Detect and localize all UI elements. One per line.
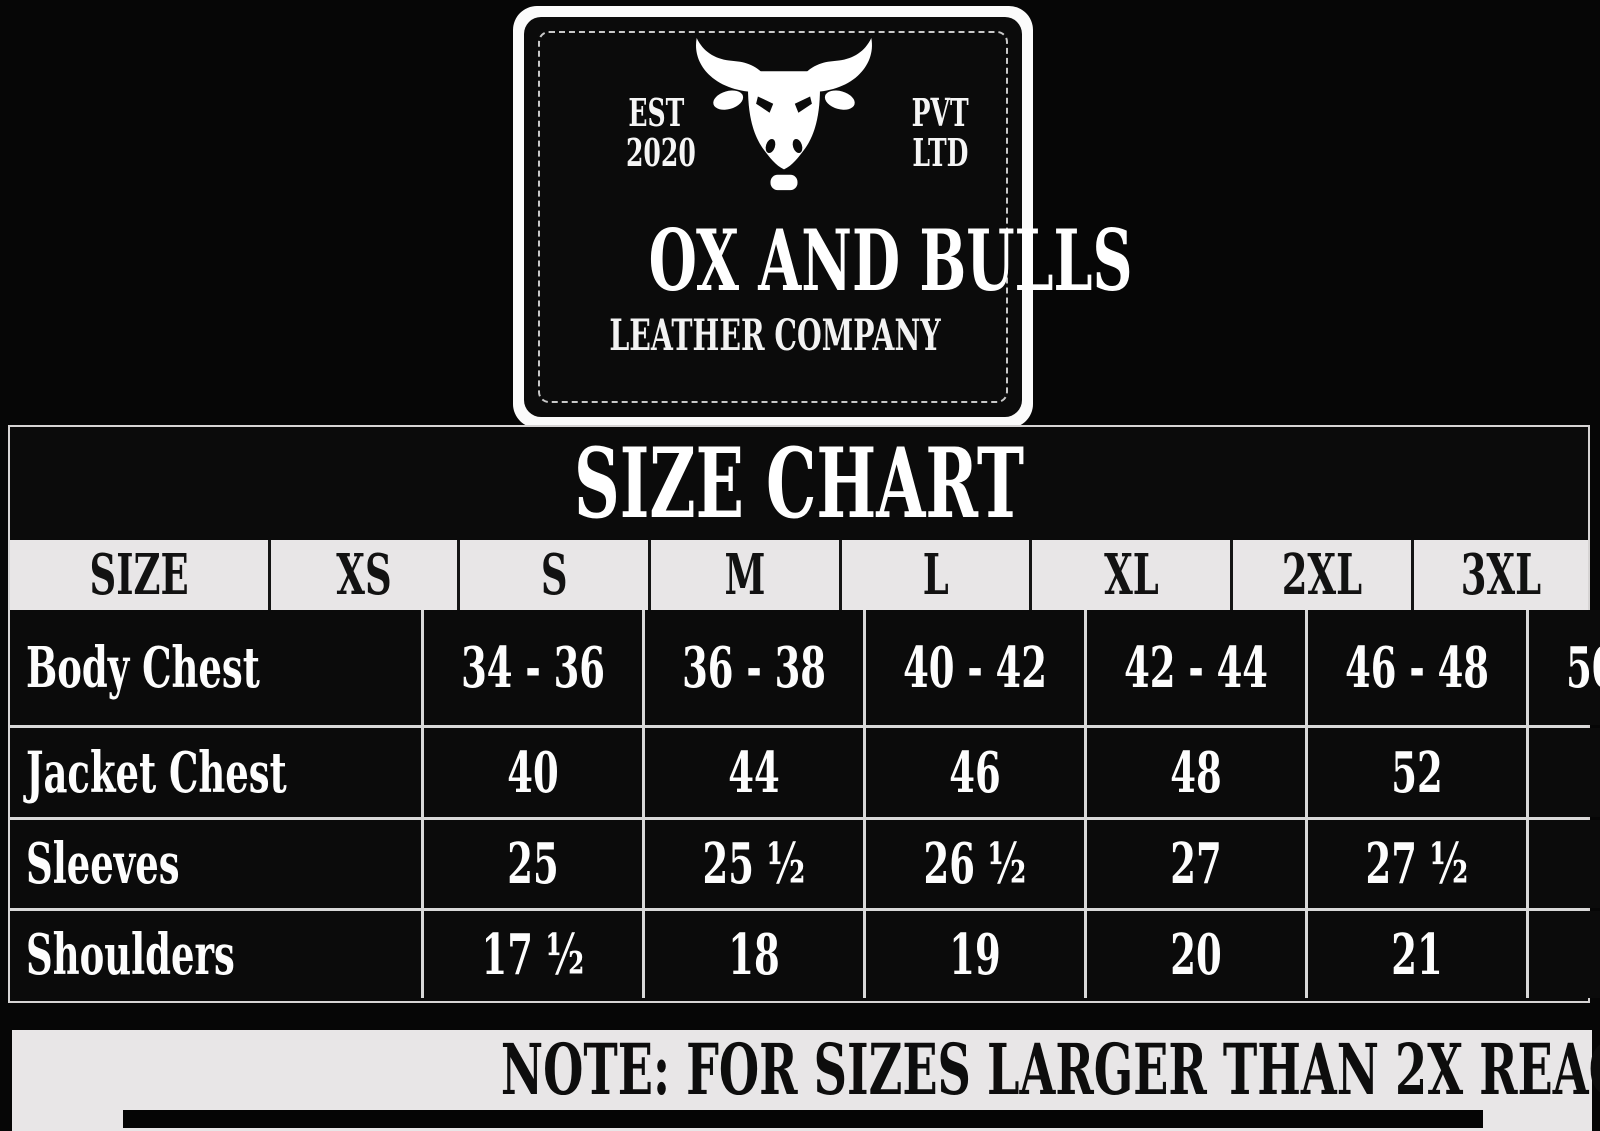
row-label-body-chest: Body Chest — [10, 610, 421, 725]
header-cell-l: L — [841, 540, 1030, 610]
body-chest-2xl: 50 - 52 — [1529, 610, 1600, 725]
bull-head-icon — [696, 38, 872, 191]
brand-name: OX AND BULLS — [648, 211, 1133, 310]
jacket-chest-xs: 40 — [423, 728, 643, 817]
body-chest-xl: 46 - 48 — [1308, 610, 1527, 725]
header-cell-m: M — [650, 540, 839, 610]
shoulders-s: 18 — [645, 911, 864, 998]
logo-dashed-border — [538, 31, 1008, 403]
jacket-chest-l: 48 — [1087, 728, 1306, 817]
logo-panel: EST 2020 — [524, 17, 1133, 417]
jacket-chest-m: 46 — [866, 728, 1085, 817]
shoulders-m: 19 — [866, 911, 1085, 998]
ltd-label: LTD — [911, 130, 968, 175]
header-cell-size: SIZE — [10, 540, 269, 610]
note-band: NOTE: FOR SIZES LARGER THAN 2X REACH OUT… — [12, 1028, 1600, 1131]
brand-subtitle: LEATHER COMPANY — [609, 311, 941, 361]
pvt-label: PVT — [911, 90, 969, 135]
sleeves-xl: 27 ½ — [1308, 820, 1527, 908]
header-cell-3xl: 3XL — [1414, 540, 1588, 610]
size-chart-header-row: SIZE XS S M L XL 2XL 3XL — [10, 540, 1588, 610]
est-label: EST — [628, 90, 684, 135]
shoulders-l: 20 — [1087, 911, 1306, 998]
shoulders-2xl: 22 — [1529, 911, 1600, 998]
size-chart-body: Body Chest 34 - 36 36 - 38 40 - 42 42 - … — [10, 610, 1600, 998]
body-chest-l: 42 - 44 — [1087, 610, 1306, 725]
note-underline-bar — [123, 1110, 1483, 1128]
jacket-chest-s: 44 — [645, 728, 864, 817]
shoulders-xl: 21 — [1308, 911, 1527, 998]
body-chest-m: 40 - 42 — [866, 610, 1085, 725]
brand-logo-card: EST 2020 — [513, 6, 1133, 428]
header-cell-s: S — [459, 540, 648, 610]
sleeves-l: 27 — [1087, 820, 1306, 908]
logo-est-block: EST 2020 — [608, 93, 704, 173]
sleeves-s: 25 ½ — [645, 820, 864, 908]
header-cell-2xl: 2XL — [1233, 540, 1411, 610]
size-chart-table: SIZE CHART SIZE XS S M L XL 2XL 3XL Body… — [8, 425, 1600, 1003]
sleeves-m: 26 ½ — [866, 820, 1085, 908]
jacket-chest-2xl: 56 — [1529, 728, 1600, 817]
est-year: 2020 — [625, 130, 696, 175]
body-chest-xs: 34 - 36 — [423, 610, 643, 725]
row-label-sleeves: Sleeves — [10, 820, 421, 908]
header-cell-xl: XL — [1032, 540, 1231, 610]
note-text: NOTE: FOR SIZES LARGER THAN 2X REACH OUT… — [500, 1028, 1600, 1111]
sleeves-2xl: 28 — [1529, 820, 1600, 908]
shoulders-xs: 17 ½ — [423, 911, 643, 998]
size-chart-title: SIZE CHART — [10, 427, 1588, 540]
row-label-shoulders: Shoulders — [10, 911, 421, 998]
row-label-jacket-chest: Jacket Chest — [10, 728, 421, 817]
header-cell-xs: XS — [271, 540, 457, 610]
sleeves-xs: 25 — [423, 820, 643, 908]
jacket-chest-xl: 52 — [1308, 728, 1527, 817]
body-chest-s: 36 - 38 — [645, 610, 864, 725]
logo-pvt-block: PVT LTD — [892, 93, 988, 173]
